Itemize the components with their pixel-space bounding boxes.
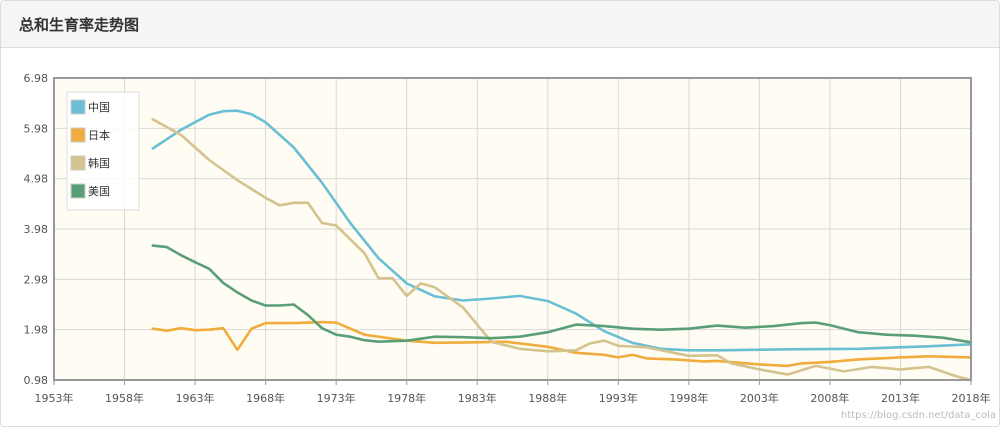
x-tick-label: 1983年 — [458, 391, 497, 405]
y-tick-label: 5.98 — [24, 122, 49, 135]
legend-label[interactable]: 韩国 — [88, 156, 110, 170]
y-tick-label: 2.98 — [24, 273, 49, 286]
series-line — [151, 109, 973, 352]
y-tick-label: 4.98 — [24, 173, 49, 186]
series-lines — [151, 109, 973, 382]
panel-header: 总和生育率走势图 — [1, 1, 999, 48]
panel-title: 总和生育率走势图 — [19, 16, 140, 34]
plot-frame — [53, 77, 972, 381]
x-tick-label: 1963年 — [176, 391, 215, 405]
axis-ticks: 6.98 5.98 4.98 3.98 2.98 1.98 0.98 1953年 1958年 19… — [24, 72, 991, 405]
y-tick-label: 6.98 — [24, 72, 49, 85]
x-tick-label: 2008年 — [810, 391, 849, 405]
series-line — [151, 320, 973, 368]
legend-swatch[interactable] — [70, 183, 86, 199]
y-tick-label: 0.98 — [24, 374, 49, 387]
x-tick-label: 1988年 — [528, 391, 567, 405]
legend-label[interactable]: 日本 — [88, 128, 110, 142]
x-tick-label: 1973年 — [317, 391, 356, 405]
y-tick-label: 3.98 — [24, 223, 49, 236]
watermark-text: https://blog.csdn.net/data_cola — [841, 410, 996, 421]
x-tick-label: 2018年 — [952, 391, 991, 405]
x-tick-label: 1978年 — [387, 391, 426, 405]
legend-swatch[interactable] — [70, 155, 86, 171]
legend-label[interactable]: 中国 — [88, 101, 110, 114]
x-tick-label: 1953年 — [35, 391, 74, 405]
x-tick-label: 1993年 — [599, 391, 638, 405]
fertility-line-chart: 6.98 5.98 4.98 3.98 2.98 1.98 0.98 1953年 1958年 19… — [24, 72, 997, 421]
legend-label[interactable]: 美国 — [88, 185, 110, 198]
series-line — [151, 244, 973, 344]
x-tick-label: 2013年 — [881, 391, 920, 405]
series-line — [151, 118, 973, 382]
x-tick-label: 1968年 — [246, 391, 285, 405]
chart-area: 6.98 5.98 4.98 3.98 2.98 1.98 0.98 1953年 1958年 19… — [1, 48, 999, 426]
y-tick-label: 1.98 — [24, 324, 49, 337]
x-tick-label: 1998年 — [669, 391, 708, 405]
x-tick-label: 2003年 — [740, 391, 779, 405]
legend-swatch[interactable] — [70, 127, 86, 143]
x-tick-label: 1958年 — [105, 391, 144, 405]
legend-swatch[interactable] — [70, 99, 86, 115]
